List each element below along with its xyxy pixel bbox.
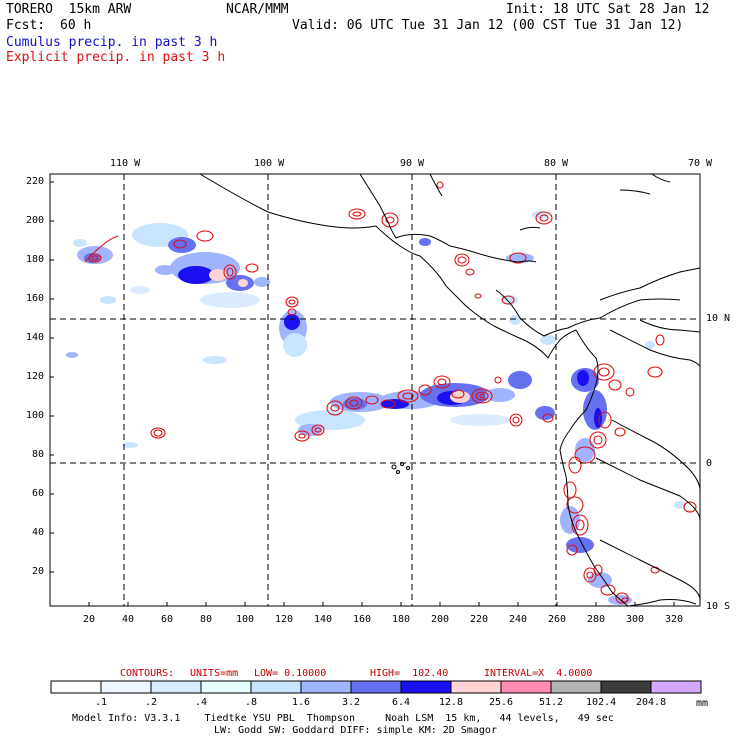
lon-label: 110 W [110,158,141,169]
valid-time: Valid: 06 UTC Tue 31 Jan 12 (00 CST Tue … [292,18,684,33]
org-label: NCAR/MMM [226,2,289,17]
model-title: TORERO 15km ARW [6,2,132,17]
colorbar-swatch [150,680,202,694]
init-time: Init: 18 UTC Sat 28 Jan 12 [506,2,710,17]
colorbar-label: 51.2 [539,697,564,708]
colorbar-swatch [550,680,602,694]
x-tick-label: 300 [626,614,645,625]
colorbar-swatch [100,680,152,694]
colorbar-label: .8 [245,697,258,708]
colorbar-label: .2 [145,697,158,708]
y-tick-label: 20 [32,566,45,577]
x-tick-label: 120 [275,614,294,625]
x-tick-label: 160 [353,614,372,625]
colorbar-swatch [400,680,452,694]
colorbar-swatch [650,680,702,694]
x-tick-label: 80 [200,614,213,625]
x-tick-label: 200 [431,614,450,625]
physics-info: LW: Godd SW: Goddard DIFF: simple KM: 2D… [214,725,497,736]
contour-interval: INTERVAL=X 4.0000 [484,668,593,679]
y-tick-label: 120 [26,371,45,382]
contour-high: HIGH= 102.40 [370,668,449,679]
lon-label: 90 W [400,158,425,169]
lat-label: 0 [706,458,713,469]
colorbar-label: .1 [95,697,108,708]
colorbar-swatch [200,680,252,694]
lon-label: 80 W [544,158,569,169]
y-tick-label: 200 [26,215,45,226]
contour-low: LOW= 0.10000 [254,668,327,679]
y-tick-label: 100 [26,410,45,421]
colorbar-unit: mm [696,698,709,709]
x-tick-label: 320 [665,614,684,625]
colorbar-swatch [250,680,302,694]
y-tick-label: 220 [26,176,45,187]
colorbar-label: 6.4 [392,697,411,708]
colorbar-label: 25.6 [489,697,514,708]
cumulus-legend: Cumulus precip. in past 3 h [6,35,218,50]
colorbar-label: 12.8 [439,697,464,708]
colorbar-label: .4 [195,697,208,708]
x-tick-label: 180 [392,614,411,625]
colorbar-swatch [500,680,552,694]
x-tick-label: 240 [509,614,528,625]
explicit-legend: Explicit precip. in past 3 h [6,50,226,65]
lon-label: 100 W [254,158,285,169]
x-tick-label: 220 [470,614,489,625]
contours-label: CONTOURS: [120,668,175,679]
colorbar-swatch [600,680,652,694]
colorbar-label: 1.6 [292,697,311,708]
x-tick-label: 280 [587,614,606,625]
forecast-label: Fcst: [6,18,46,33]
explicit-precip-contours [84,181,697,604]
colorbar-swatch [450,680,502,694]
forecast-hour: 60 h [60,18,92,33]
y-tick-label: 180 [26,254,45,265]
contour-units: UNITS=mm [190,668,239,679]
colorbar-label: 204.8 [636,697,667,708]
y-tick-label: 40 [32,527,45,538]
colorbar-label: 3.2 [342,697,361,708]
map-frame [49,173,701,607]
colorbar-swatch [50,680,102,694]
model-info: Model Info: V3.3.1 Tiedtke YSU PBL Thomp… [72,713,614,724]
coastlines [199,173,701,607]
x-tick-label: 40 [122,614,135,625]
x-tick-label: 60 [161,614,174,625]
y-tick-label: 140 [26,332,45,343]
lat-label: 10 N [706,313,731,324]
x-tick-label: 140 [314,614,333,625]
x-tick-label: 20 [83,614,96,625]
graticule [50,174,700,606]
x-tick-label: 260 [548,614,567,625]
lat-label: 10 S [706,601,731,612]
colorbar-label: 102.4 [586,697,617,708]
y-tick-label: 80 [32,449,45,460]
colorbar-swatch [300,680,352,694]
y-tick-label: 60 [32,488,45,499]
lon-label: 70 W [688,158,713,169]
x-tick-label: 100 [236,614,255,625]
y-tick-label: 160 [26,293,45,304]
axis-ticks [50,181,675,606]
colorbar-swatch [350,680,402,694]
